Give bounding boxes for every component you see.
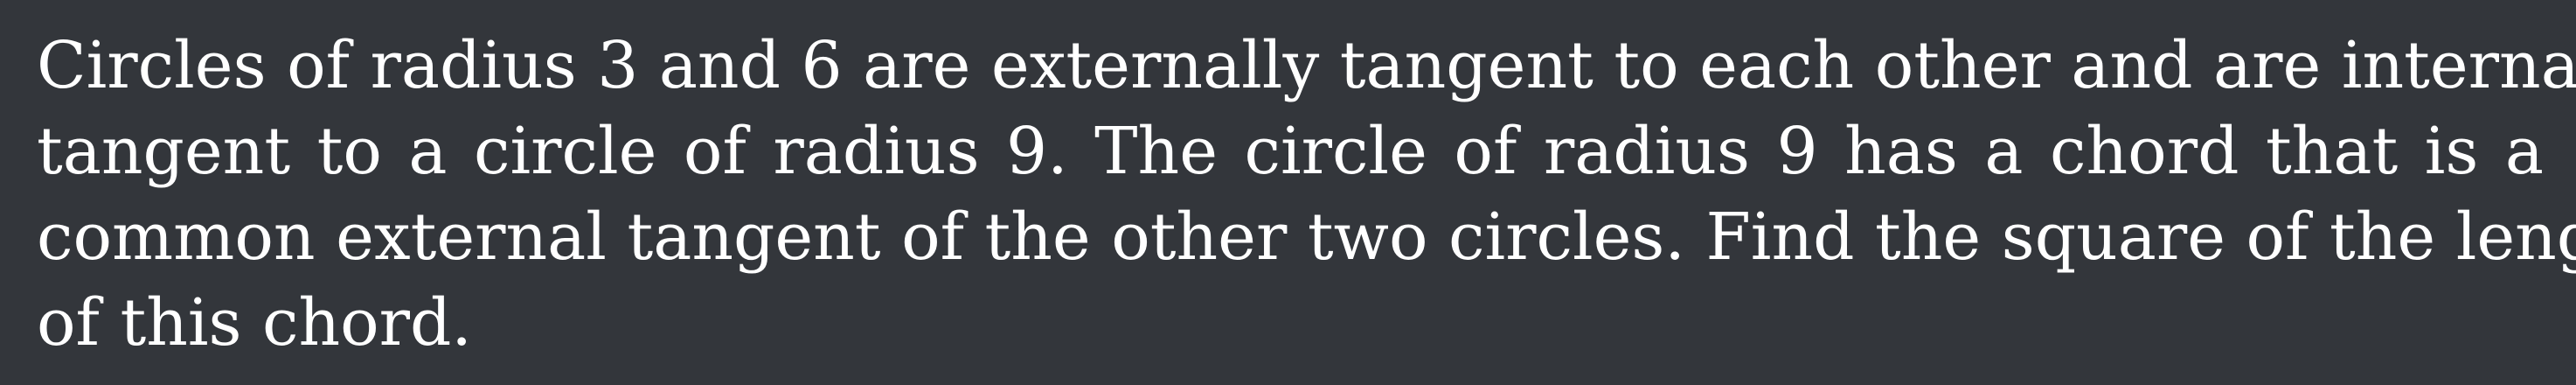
problem-line-4: of this chord. — [37, 285, 472, 360]
problem-line-1: Circles of radius 3 and 6 are externally… — [37, 28, 2576, 103]
problem-line-2: tangent to a circle of radius 9. The cir… — [37, 114, 2544, 189]
problem-line-3: common external tangent of the other two… — [37, 200, 2576, 275]
problem-statement: Circles of radius 3 and 6 are externally… — [37, 23, 2576, 366]
